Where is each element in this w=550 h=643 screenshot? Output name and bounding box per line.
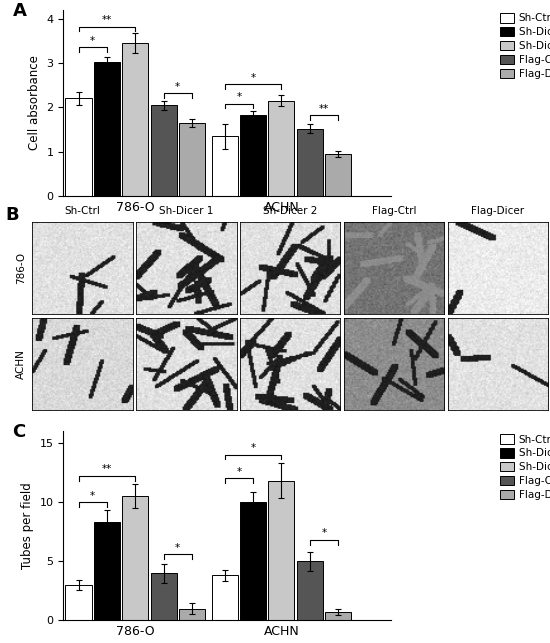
Bar [65,585,91,620]
Text: Sh-Dicer 1: Sh-Dicer 1 [159,206,213,215]
Bar [65,98,91,196]
Bar [212,136,238,196]
Text: B: B [6,206,19,224]
Text: *: * [250,73,256,83]
Bar [179,123,205,196]
Y-axis label: Tubes per field: Tubes per field [21,482,34,569]
Bar [325,612,351,620]
Text: **: ** [102,464,112,475]
Bar [179,609,205,620]
Bar [151,573,177,620]
Text: ACHN: ACHN [16,349,26,379]
Text: Sh-Ctrl: Sh-Ctrl [64,206,100,215]
Bar [122,496,149,620]
Text: Sh-Dicer 2: Sh-Dicer 2 [263,206,317,215]
Text: Flag-Ctrl: Flag-Ctrl [372,206,416,215]
Y-axis label: Cell absorbance: Cell absorbance [28,55,41,150]
Text: Flag-Dicer: Flag-Dicer [471,206,525,215]
Text: 786-O: 786-O [16,252,26,284]
Legend: Sh-Ctrl, Sh-Dicer 1, Sh-Dicer 2, Flag-Ctrl, Flag-Dicer: Sh-Ctrl, Sh-Dicer 1, Sh-Dicer 2, Flag-Ct… [498,432,550,502]
Bar [297,561,323,620]
Bar [325,154,351,196]
Bar [122,43,149,196]
Legend: Sh-Ctrl, Sh-Dicer 1, Sh-Dicer 2, Flag-Ctrl, Flag-Dicer: Sh-Ctrl, Sh-Dicer 1, Sh-Dicer 2, Flag-Ct… [498,11,550,81]
Bar [212,575,238,620]
Bar [297,129,323,196]
Text: *: * [321,529,327,538]
Text: **: ** [319,104,329,114]
Text: *: * [90,491,95,500]
Bar [268,480,294,620]
Text: **: ** [102,15,112,25]
Text: *: * [90,36,95,46]
Text: *: * [236,93,241,102]
Bar [94,522,120,620]
Bar [94,62,120,196]
Bar [240,502,266,620]
Text: C: C [13,423,26,441]
Text: A: A [13,2,26,20]
Text: *: * [175,82,180,92]
Bar [268,101,294,196]
Bar [151,105,177,196]
Text: *: * [175,543,180,553]
Text: *: * [236,467,241,477]
Text: *: * [250,443,256,453]
Bar [240,115,266,196]
